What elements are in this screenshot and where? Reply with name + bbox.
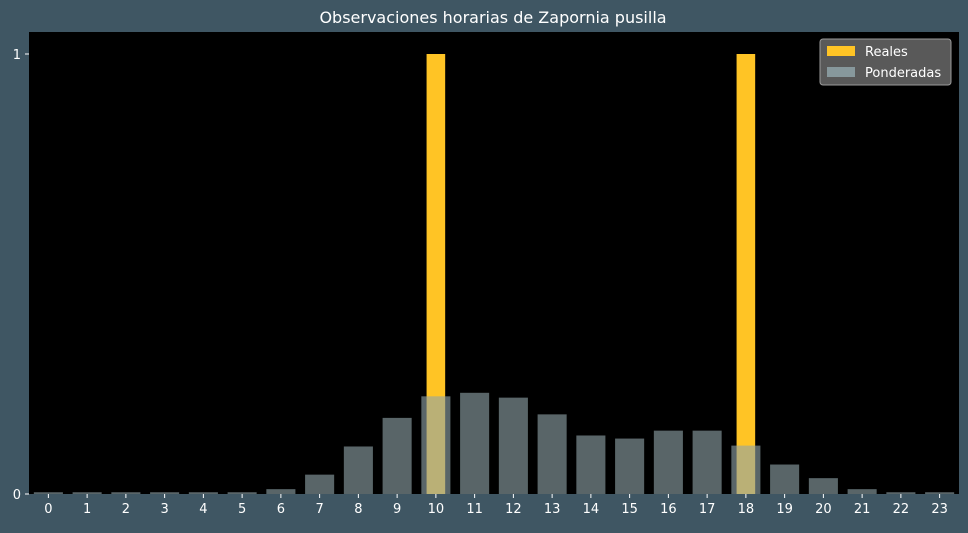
x-tick-label-16: 16	[660, 502, 677, 517]
x-tick-label-19: 19	[776, 502, 793, 517]
x-tick-label-2: 2	[122, 502, 130, 517]
bar-reales-18	[736, 54, 756, 494]
bar-reales-10	[426, 54, 446, 494]
bar-ponderadas-14	[576, 435, 606, 494]
bar-ponderadas-1	[72, 492, 102, 494]
x-tick-label-8: 8	[354, 502, 362, 517]
x-tick-label-12: 12	[505, 502, 522, 517]
bar-ponderadas-7	[305, 474, 335, 494]
bar-ponderadas-11	[460, 392, 490, 494]
legend-swatch-ponderadas	[827, 67, 855, 77]
x-tick-label-1: 1	[83, 502, 91, 517]
bar-ponderadas-20	[808, 478, 838, 494]
x-tick-label-14: 14	[583, 502, 600, 517]
x-tick-label-7: 7	[315, 502, 323, 517]
bar-ponderadas-5	[227, 492, 257, 494]
bar-ponderadas-10	[421, 396, 451, 494]
plot-area	[29, 32, 959, 494]
bar-ponderadas-9	[382, 417, 412, 494]
x-tick-label-13: 13	[544, 502, 561, 517]
bar-ponderadas-0	[33, 492, 63, 494]
bar-ponderadas-4	[188, 492, 218, 494]
bar-ponderadas-13	[537, 414, 567, 494]
legend-label-reales: Reales	[865, 45, 908, 60]
bar-ponderadas-19	[770, 464, 800, 494]
x-tick-label-23: 23	[931, 502, 948, 517]
x-tick-label-17: 17	[699, 502, 716, 517]
x-tick-label-22: 22	[893, 502, 910, 517]
x-tick-label-18: 18	[738, 502, 755, 517]
x-tick-label-21: 21	[854, 502, 871, 517]
legend-swatch-reales	[827, 46, 855, 56]
x-tick-label-4: 4	[199, 502, 207, 517]
x-tick-label-3: 3	[160, 502, 168, 517]
bar-ponderadas-23	[925, 492, 955, 494]
x-tick-label-5: 5	[238, 502, 246, 517]
x-tick-label-9: 9	[393, 502, 401, 517]
bar-ponderadas-2	[111, 492, 141, 494]
bar-ponderadas-22	[886, 492, 916, 494]
bar-ponderadas-3	[150, 492, 180, 494]
bar-ponderadas-6	[266, 489, 296, 494]
x-tick-label-10: 10	[428, 502, 445, 517]
bar-ponderadas-21	[847, 489, 877, 494]
x-tick-label-11: 11	[466, 502, 483, 517]
legend: Reales Ponderadas	[819, 38, 952, 86]
bars-layer	[33, 54, 955, 494]
bar-ponderadas-12	[498, 397, 528, 494]
bar-ponderadas-17	[692, 430, 722, 494]
x-tick-label-6: 6	[277, 502, 285, 517]
bar-ponderadas-8	[343, 446, 373, 494]
y-tick-label-0: 0	[13, 488, 21, 503]
bar-ponderadas-15	[615, 438, 645, 494]
chart-title: Observaciones horarias de Zapornia pusil…	[319, 8, 666, 27]
legend-label-ponderadas: Ponderadas	[865, 66, 941, 81]
bar-ponderadas-16	[653, 430, 683, 494]
bar-ponderadas-18	[731, 445, 761, 494]
y-tick-label-1: 1	[13, 48, 21, 63]
x-tick-label-20: 20	[815, 502, 832, 517]
x-tick-label-0: 0	[44, 502, 52, 517]
x-tick-label-15: 15	[621, 502, 638, 517]
